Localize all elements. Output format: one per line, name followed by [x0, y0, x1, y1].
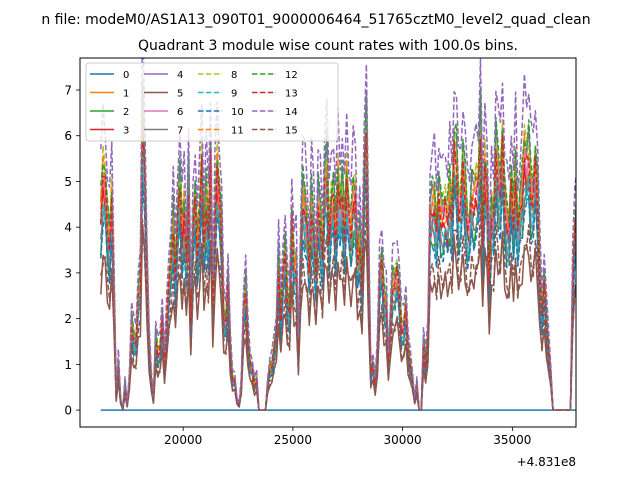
- y-tick-label-5: 5: [64, 175, 72, 189]
- y-tick-label-1: 1: [64, 358, 72, 372]
- series-line-10: [100, 174, 576, 411]
- legend-frame: [85, 62, 339, 142]
- legend-label-7: 7: [177, 126, 183, 137]
- legend-label-13: 13: [285, 89, 298, 100]
- chart-title: Quadrant 3 module wise count rates with …: [138, 38, 518, 54]
- series-line-14: [100, 58, 576, 411]
- legend-label-9: 9: [231, 89, 237, 100]
- legend-label-5: 5: [177, 89, 183, 100]
- x-tick-label-25000: 25000: [274, 433, 312, 447]
- legend-label-4: 4: [177, 70, 183, 81]
- y-tick-label-0: 0: [64, 404, 72, 418]
- legend-label-6: 6: [177, 107, 183, 118]
- legend-label-0: 0: [123, 70, 129, 81]
- legend-label-1: 1: [123, 89, 129, 100]
- legend-label-15: 15: [285, 126, 298, 137]
- series-layer: [100, 58, 576, 411]
- x-tick-label-20000: 20000: [164, 433, 202, 447]
- y-axis: 0 1 2 3 4 5 6 7: [64, 84, 80, 418]
- y-tick-label-3: 3: [64, 266, 72, 280]
- x-offset-label: +4.831e8: [517, 455, 576, 469]
- series-line-15: [100, 205, 576, 411]
- legend-label-12: 12: [285, 70, 298, 81]
- legend-label-10: 10: [231, 107, 244, 118]
- legend-label-14: 14: [285, 107, 298, 118]
- x-tick-label-30000: 30000: [384, 433, 422, 447]
- x-tick-label-35000: 35000: [493, 433, 531, 447]
- series-line-13: [100, 122, 576, 411]
- legend-label-11: 11: [231, 126, 244, 137]
- y-tick-label-6: 6: [64, 129, 72, 143]
- legend-label-8: 8: [231, 70, 237, 81]
- legend-label-3: 3: [123, 126, 129, 137]
- y-tick-label-4: 4: [64, 221, 72, 235]
- x-axis: 20000 25000 30000 35000: [164, 427, 531, 447]
- legend-label-2: 2: [123, 107, 129, 118]
- axes-frame: [79, 57, 577, 428]
- y-tick-label-7: 7: [64, 84, 72, 98]
- figure-suptitle: n file: modeM0/AS1A13_090T01_9000006464_…: [41, 12, 590, 28]
- y-tick-label-2: 2: [64, 312, 72, 326]
